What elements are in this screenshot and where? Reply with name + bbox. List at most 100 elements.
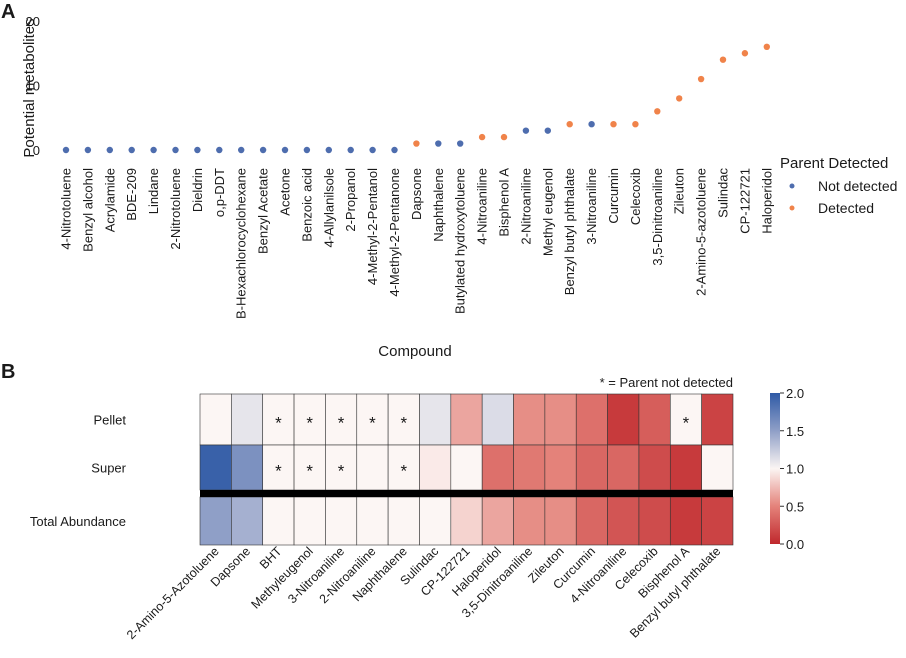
heatmap-cell-total-abundance-celecoxib [638, 496, 671, 546]
scatter-y-tick: 10 [26, 79, 40, 94]
colorbar-gradient [770, 393, 780, 544]
heatmap-cell-super-methyleugenol [293, 444, 326, 491]
heatmap-cell-total-abundance-cp-122721 [450, 496, 483, 546]
scatter-x-tick: 4-Methyl-2-Pentanone [387, 168, 402, 297]
scatter-point-butylated-hydroxytoluene [457, 140, 464, 147]
heatmap-star: * [306, 462, 313, 481]
panel-a-scatter: 0 10 20 4-Nitrotoluene Benzyl alcohol Acrylam… [26, 14, 775, 319]
heatmap-star: * [369, 414, 376, 433]
scatter-y-tick: 20 [26, 14, 40, 29]
panel-a-letter: A [1, 1, 15, 23]
heatmap-col-label: BHT [257, 544, 285, 572]
heatmap-star: * [338, 462, 345, 481]
scatter-x-tick: 2-Amino-5-azotoluene [694, 168, 709, 296]
scatter-x-tick: 4-Methyl-2-Pentanol [365, 168, 380, 285]
heatmap-cell-super-haloperidol [481, 444, 514, 491]
scatter-point-4-methyl-2-pentanone [391, 146, 398, 154]
scatter-point-b-hexachlorocyclohexane [238, 146, 245, 154]
heatmap-cell-super-3-5-dinitroaniline [513, 444, 546, 491]
heatmap-cell-pellet-celecoxib [638, 393, 671, 446]
heatmap-cell-total-abundance-zileuton [544, 496, 577, 546]
heatmap-cell-total-abundance-2-nitroaniline [356, 496, 389, 546]
scatter-legend: Parent Detected Not detected Detected [780, 155, 897, 216]
heatmap-cell-pellet-2-amino-5-azotoluene [199, 393, 232, 446]
heatmap-cell-pellet-cp-122721 [450, 393, 483, 446]
scatter-point-methyl-eugenol [544, 127, 551, 134]
scatter-point-3-nitroaniline [588, 121, 595, 128]
scatter-point-4-allylanilsole [325, 146, 332, 154]
legend-marker-not-detected [789, 183, 795, 189]
scatter-point-lindane [150, 146, 157, 154]
heatmap-cell-total-abundance-curcumin [575, 496, 608, 546]
scatter-x-tick: Acetone [278, 168, 293, 216]
scatter-point-dapsone [413, 140, 420, 147]
heatmap-cell-pellet-benzyl-butyl-phthalate [701, 393, 734, 446]
scatter-x-tick: Butylated hydroxytoluene [453, 168, 468, 314]
colorbar-tick-label: 1.0 [786, 462, 804, 477]
heatmap-cell-pellet-4-nitroaniline [607, 393, 640, 446]
scatter-point-o-p-ddt [216, 146, 223, 154]
scatter-x-tick: 2-Nitroaniline [518, 168, 533, 245]
heatmap-star: * [338, 414, 345, 433]
heatmap-star: * [306, 414, 313, 433]
scatter-point-benzyl-butyl-phthalate [566, 121, 573, 128]
heatmap-star: * [683, 414, 690, 433]
scatter-point-bisphenol-a [500, 133, 508, 141]
scatter-point-haloperidol [763, 43, 770, 50]
scatter-x-tick: Haloperidol [759, 168, 774, 234]
scatter-point-2-propanol [347, 146, 354, 154]
heatmap-cell-pellet-sulindac [419, 393, 452, 446]
scatter-point-celecoxib [632, 121, 639, 128]
panel-b-letter: B [1, 361, 15, 383]
colorbar-tick-label: 1.5 [786, 424, 804, 439]
legend-label-detected: Detected [818, 200, 874, 216]
heatmap-cell-super-2-nitroaniline [356, 444, 389, 491]
heatmap-cell-super-3-nitroaniline [325, 444, 358, 491]
heatmap-cell-total-abundance-sulindac [419, 496, 452, 546]
heatmap-cell-pellet-haloperidol [481, 393, 514, 446]
heatmap-cell-pellet-methyleugenol [293, 393, 326, 446]
colorbar-tick-label: 0.5 [786, 499, 804, 514]
heatmap-cell-super-2-amino-5-azotoluene [199, 444, 232, 491]
heatmap-annotation: * = Parent not detected [600, 375, 733, 390]
scatter-x-tick: 3-Nitroaniline [584, 168, 599, 245]
scatter-point-4-nitroaniline [478, 133, 486, 141]
heatmap-cell-super-dapsone [231, 444, 264, 491]
heatmap-cell-pellet-dapsone [231, 393, 264, 446]
heatmap-cell-pellet-bht [262, 393, 295, 446]
heatmap-cell-pellet-zileuton [544, 393, 577, 446]
heatmap-star: * [400, 462, 407, 481]
scatter-x-tick: Bisphenol A [497, 168, 512, 237]
heatmap-cell-super-cp-122721 [450, 444, 483, 491]
heatmap-cell-total-abundance-2-amino-5-azotoluene [199, 496, 232, 546]
heatmap-cell-pellet-curcumin [575, 393, 608, 446]
scatter-x-tick: Celecoxib [628, 168, 643, 225]
scatter-x-tick: Zileuton [672, 168, 687, 214]
scatter-x-tick: B-Hexachlorocyclohexane [234, 168, 249, 319]
scatter-point-benzoic-acid [303, 146, 311, 154]
scatter-point-3-5-dinitroaniline [654, 108, 661, 115]
heatmap-cell-total-abundance-benzyl-butyl-phthalate [701, 496, 734, 546]
scatter-x-tick: BDE-209 [124, 168, 139, 221]
scatter-y-tick: 0 [33, 143, 40, 158]
scatter-point-dieldrin [194, 146, 201, 154]
scatter-point-benzyl-alcohol [84, 146, 92, 154]
scatter-point-2-amino-5-azotoluene [697, 75, 705, 83]
heatmap-cell-super-curcumin [575, 444, 608, 491]
heatmap-row-label-pellet: Pellet [93, 413, 126, 428]
colorbar-tick-label: 0.0 [786, 537, 804, 552]
scatter-x-tick: Naphthalene [431, 168, 446, 242]
heatmap-cell-total-abundance-bisphenol-a [669, 496, 702, 546]
scatter-x-tick: Sulindac [716, 168, 731, 218]
heatmap-col-label: 2-Amino-5-Azotoluene [124, 544, 222, 642]
heatmap-cell-pellet-3-nitroaniline [325, 393, 358, 446]
heatmap-cell-pellet-3-5-dinitroaniline [513, 393, 546, 446]
heatmap-cell-super-celecoxib [638, 444, 671, 491]
scatter-x-tick: 3,5-Dinitroaniline [650, 168, 665, 266]
heatmap-cell-total-abundance-3-5-dinitroaniline [513, 496, 546, 546]
scatter-x-tick: Dieldrin [190, 168, 205, 212]
heatmap-separator [200, 490, 733, 497]
heatmap-cell-total-abundance-bht [262, 496, 295, 546]
colorbar: 0.0 0.5 1.0 1.5 2.0 [770, 386, 804, 552]
